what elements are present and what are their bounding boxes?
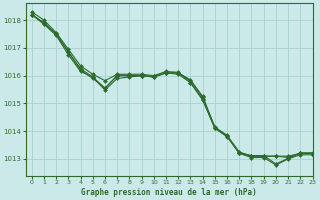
X-axis label: Graphe pression niveau de la mer (hPa): Graphe pression niveau de la mer (hPa)	[81, 188, 257, 197]
